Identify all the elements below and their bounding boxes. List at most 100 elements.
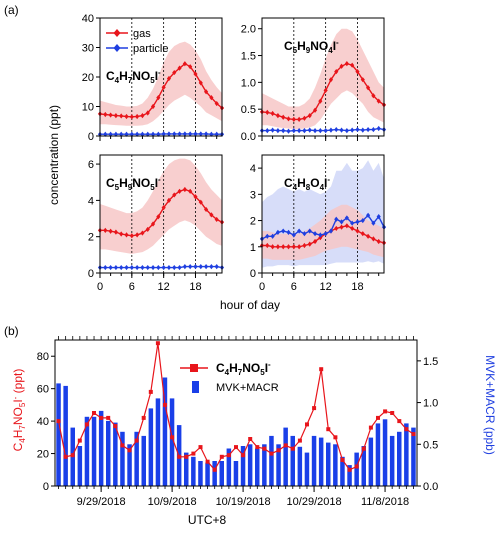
point-particle-2 [108,264,113,271]
point-particle-15 [177,264,182,271]
point-particle-11 [318,232,323,238]
point-particle-6 [129,264,134,271]
panel-a-label: (a) [4,3,19,17]
point-gas-17 [188,64,193,70]
bar-mvk-macr-44 [368,437,374,486]
ytick-right-label: 1.0 [423,398,438,410]
subplot-2: 0.0 0.5 1.0 1.5 2.0 C5H9NO4I- [241,17,387,143]
point-gas-13 [166,75,172,82]
point-particle-19 [198,264,203,270]
series-line-particle [262,127,385,132]
ytick-label: 4 [88,195,94,207]
point-particle-20 [366,126,371,133]
ytick-label: 0.5 [241,104,256,116]
point-particle-11 [318,128,323,134]
point-gas-5 [124,232,129,238]
ytick-label: 10 [82,102,94,114]
ytick-label: 0 [88,268,94,280]
bar-mvk-macr-49 [404,423,409,486]
point-c4h7no5i-5 [92,411,96,415]
point-c4h7no5i-20 [198,445,203,450]
ytick-label: 40 [82,13,94,25]
point-gas-6 [129,233,134,239]
point-gas-17 [188,188,193,194]
point-gas-4 [119,113,124,119]
xtick-label: 0 [259,281,265,293]
point-gas-10 [312,238,318,245]
point-c4h7no5i-0 [56,419,61,424]
bar-mvk-macr-1 [63,385,68,486]
point-gas-9 [307,113,312,119]
point-particle-20 [204,264,209,270]
point-particle-22 [376,125,381,132]
legend-particle-marker [113,44,121,52]
point-particle-18 [193,131,198,137]
bar-mvk-macr-23 [219,461,224,486]
point-particle-14 [172,264,177,271]
legend-gas-marker [113,29,121,37]
point-gas-3 [113,229,118,235]
point-particle-19 [360,217,365,224]
point-gas-16 [344,223,349,229]
bar-mvk-macr-25 [233,461,239,486]
point-particle-8 [302,231,307,237]
ytick-label: 30 [82,43,94,55]
plot-frame [261,154,385,274]
point-particle-16 [344,215,349,221]
point-gas-15 [339,224,344,230]
point-particle-10 [150,264,156,271]
point-particle-5 [286,229,291,235]
point-particle-19 [198,131,203,137]
legend-label-mvk-macr: MVK+MACR [216,382,279,394]
point-particle-9 [307,127,312,133]
bar-mvk-macr-10 [127,444,132,486]
point-gas-20 [204,89,209,95]
band-gas [262,28,384,130]
subplot-title: C5H9NO4I- [284,38,339,55]
point-particle-13 [328,127,334,133]
panel-b-label: (b) [4,324,19,338]
point-gas-7 [135,232,140,238]
point-particle-17 [188,264,193,270]
bar-mvk-macr-11 [134,431,139,486]
point-particle-18 [355,126,360,133]
point-gas-21 [371,236,376,242]
point-c4h7no5i-15 [163,402,167,407]
point-gas-11 [156,214,161,220]
point-particle-9 [307,228,312,234]
point-gas-16 [182,61,187,67]
bar-mvk-macr-15 [162,377,168,486]
point-gas-18 [355,69,360,75]
bar-mvk-macr-34 [297,446,303,486]
point-particle-5 [124,264,129,271]
bar-mvk-macr-26 [240,446,246,486]
point-particle-15 [339,127,344,133]
point-gas-19 [360,77,365,83]
point-gas-21 [209,95,214,101]
point-c4h7no5i-13 [148,389,153,394]
point-particle-13 [166,131,172,137]
point-c4h7no5i-50 [411,432,416,437]
point-particle-3 [113,264,118,271]
point-particle-12 [323,231,328,237]
bar-mvk-macr-13 [148,408,154,486]
ytick-label: 0.0 [241,131,256,143]
bar-mvk-macr-48 [397,431,402,486]
bar-mvk-macr-43 [361,446,366,486]
point-particle-16 [344,128,349,134]
point-gas-16 [344,60,349,67]
legend-b: C4H7NO5I- MVK+MACR [180,360,279,394]
point-particle-17 [350,127,355,133]
bar-mvk-macr-31 [276,444,281,486]
point-particle-4 [281,128,286,134]
point-particle-3 [275,128,280,134]
point-gas-17 [350,62,355,68]
legend-marker-c4h7no5i [190,364,198,372]
point-c4h7no5i-32 [283,443,288,448]
point-c4h7no5i-7 [106,415,111,420]
bar-mvk-macr-28 [255,448,260,486]
bar-mvk-macr-45 [375,423,381,486]
point-particle-19 [360,127,365,133]
point-particle-21 [371,126,376,133]
